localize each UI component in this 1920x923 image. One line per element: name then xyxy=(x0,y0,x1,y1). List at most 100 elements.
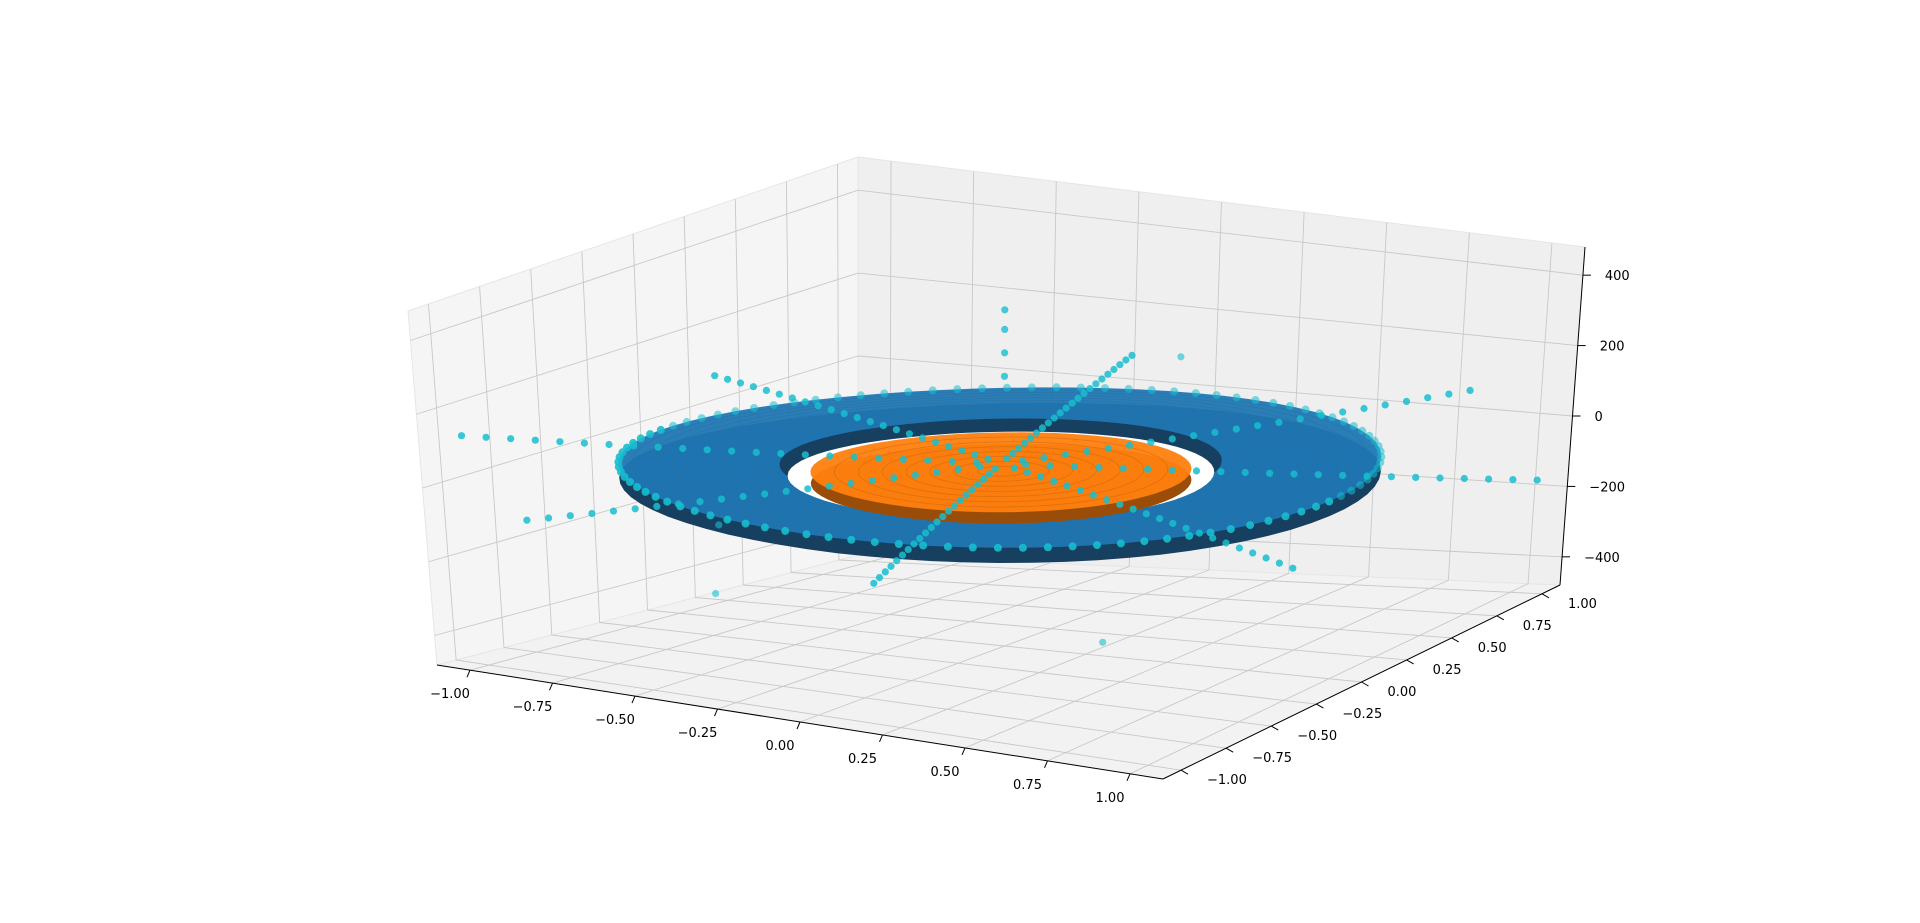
scatter-point xyxy=(1140,537,1149,546)
x-tick-label: 0.50 xyxy=(931,765,960,780)
scatter-point xyxy=(1015,444,1023,452)
scatter-point xyxy=(875,574,884,582)
scatter-point xyxy=(880,389,889,398)
scatter-point xyxy=(1038,424,1046,432)
scatter-point xyxy=(1314,471,1322,479)
y-tick-label: −1.00 xyxy=(1207,773,1247,788)
scatter-point xyxy=(892,426,901,434)
scatter-point xyxy=(724,375,732,383)
scatter-point xyxy=(749,383,758,391)
annulus-contour xyxy=(685,399,1316,533)
surface-layer xyxy=(618,387,1382,563)
scatter-point xyxy=(847,535,856,544)
z-tick-label: −200 xyxy=(1589,480,1625,495)
scatter-point xyxy=(927,523,935,532)
scatter-point xyxy=(1232,425,1240,433)
scatter-point xyxy=(840,410,848,418)
scatter-point xyxy=(802,530,811,539)
scatter-point xyxy=(457,432,466,440)
scatter-point xyxy=(679,444,687,453)
scatter-point xyxy=(711,372,719,380)
scatter-point xyxy=(1019,457,1027,465)
scatter-point xyxy=(991,465,999,473)
scatter-point xyxy=(827,406,835,414)
scatter-point xyxy=(1217,468,1225,476)
x-tick-label: 0.00 xyxy=(766,739,795,754)
floor-grid-y xyxy=(695,597,1407,661)
floor-grid-x xyxy=(1047,579,1449,762)
scatter-point xyxy=(1068,399,1076,407)
x-tick-mark xyxy=(466,669,471,678)
scatter-point xyxy=(1169,519,1177,528)
scatter-point xyxy=(853,414,861,422)
scatter-point xyxy=(1074,394,1082,402)
y-tick-mark xyxy=(1496,615,1505,621)
scatter-point xyxy=(825,482,833,490)
scatter-point xyxy=(905,430,914,438)
scatter-point xyxy=(1044,419,1052,427)
scatter-point xyxy=(1191,389,1200,398)
scatter-point xyxy=(976,463,984,471)
x-tick-mark xyxy=(631,695,636,704)
scatter-point xyxy=(890,474,898,482)
scatter-point xyxy=(715,521,723,529)
scatter-point xyxy=(523,516,531,524)
scatter-point xyxy=(531,436,539,444)
scatter-point xyxy=(1098,375,1106,383)
scatter-point xyxy=(697,414,706,423)
scatter-point xyxy=(1290,470,1298,478)
z-tick-label: 200 xyxy=(1600,340,1625,355)
scatter-point xyxy=(1264,516,1273,525)
x-tick-label: −0.25 xyxy=(678,726,718,741)
scatter-point xyxy=(507,435,515,443)
scatter-point xyxy=(1000,372,1009,380)
scatter-point xyxy=(630,442,638,450)
scatter-point xyxy=(950,502,959,510)
scatter-point xyxy=(1093,541,1101,550)
annulus-contour xyxy=(698,402,1303,530)
annulus-contour xyxy=(644,392,1356,543)
scatter-point xyxy=(1185,531,1194,540)
scatter-point xyxy=(968,486,976,494)
scatter-point xyxy=(978,384,987,393)
scatter-point xyxy=(1246,521,1255,530)
scatter-point xyxy=(1266,469,1274,477)
scatter-point xyxy=(1281,512,1290,521)
scatter-point xyxy=(1177,353,1185,361)
scatter-point xyxy=(760,523,769,532)
scatter-point xyxy=(1387,473,1395,481)
scatter-point xyxy=(781,526,790,535)
scatter-point xyxy=(1125,441,1134,449)
scatter-point xyxy=(1147,386,1156,394)
scatter-layer xyxy=(457,306,1541,646)
scatter-point xyxy=(948,458,956,466)
scatter-point xyxy=(1190,432,1198,440)
scatter-point xyxy=(731,407,740,416)
scatter-point xyxy=(762,386,771,394)
scatter-point xyxy=(904,387,913,396)
scatter-point xyxy=(1068,542,1077,551)
scatter-point xyxy=(971,451,979,459)
scatter-point xyxy=(974,480,982,489)
scatter-point xyxy=(1339,471,1347,479)
scatter-point xyxy=(1275,559,1283,567)
scatter-point xyxy=(1021,439,1029,447)
scatter-point xyxy=(1168,466,1176,474)
scatter-point xyxy=(1337,492,1345,501)
x-tick-mark xyxy=(549,682,553,691)
scatter-point xyxy=(605,440,613,449)
scatter-point xyxy=(1170,387,1179,396)
scatter-point xyxy=(1192,467,1201,475)
scatter-point xyxy=(1050,414,1058,422)
scatter-point xyxy=(626,478,634,486)
scatter-point xyxy=(1116,361,1124,369)
scatter-point xyxy=(801,398,809,406)
x-tick-label: −1.00 xyxy=(430,687,470,702)
scatter-point xyxy=(1104,444,1112,452)
scatter-point xyxy=(980,475,988,483)
scatter-point xyxy=(1092,380,1100,388)
scatter-point xyxy=(1182,524,1190,532)
y-tick-label: −0.50 xyxy=(1297,729,1337,744)
scatter-point xyxy=(631,505,639,513)
scatter-point xyxy=(904,545,912,554)
